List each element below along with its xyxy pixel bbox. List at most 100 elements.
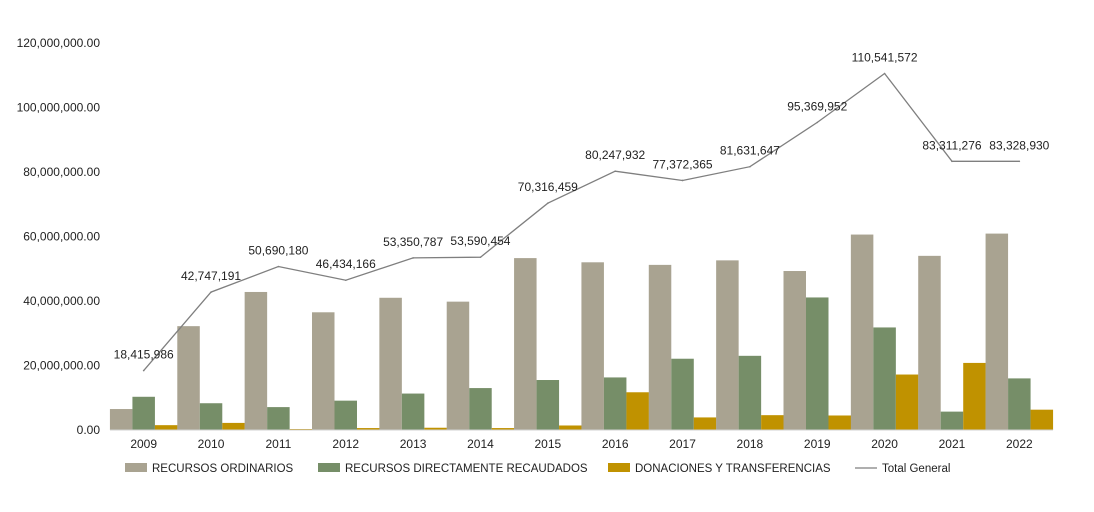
bar-recursos-directamente-recaudados-2015 [536, 380, 560, 430]
x-tick-label: 2014 [467, 437, 494, 451]
x-axis: 2009 2010 2011 2012 2013 2014 2015 2016 2017 2018… [130, 437, 1033, 451]
line-point-2018 [749, 165, 751, 168]
bar-donaciones-y-transferencias-2018 [761, 415, 784, 430]
data-label-2014: 53,590,454 [450, 234, 510, 248]
data-label-2018: 81,631,647 [720, 144, 780, 158]
bar-recursos-directamente-recaudados-2010 [199, 403, 223, 430]
line-point-2009 [142, 369, 145, 372]
line-point-2016 [614, 170, 616, 173]
data-label-2020: 110,541,572 [852, 51, 918, 65]
legend: RECURSOS ORDINARIOS RECURSOS DIRECTAMENTE… [125, 463, 950, 475]
bar-donaciones-y-transferencias-2014 [491, 428, 515, 430]
legend-label: DONACIONES Y TRANSFERENCIAS [635, 463, 831, 475]
bar-recursos-ordinarios-2022 [985, 233, 1009, 430]
data-label-2017: 77,372,365 [653, 157, 713, 171]
legend-label: RECURSOS ORDINARIOS [152, 463, 294, 475]
bar-donaciones-y-transferencias-2017 [693, 417, 717, 430]
x-tick-label: 2013 [400, 437, 427, 451]
bar-donaciones-y-transferencias-2009 [154, 425, 178, 430]
x-tick-label: 2018 [737, 437, 764, 451]
data-label-2013: 53,350,787 [383, 235, 443, 249]
data-label-2012: 46,434,166 [316, 257, 376, 271]
bar-recursos-directamente-recaudados-2019 [806, 297, 829, 430]
bar-recursos-ordinarios-2020 [850, 234, 874, 430]
data-label-2022: 83,328,930 [989, 138, 1049, 152]
x-tick-label: 2010 [198, 437, 225, 451]
line-point-2011 [277, 265, 280, 268]
x-tick-label: 2022 [1006, 437, 1033, 451]
legend-swatch [318, 463, 340, 472]
line-point-2020 [883, 72, 886, 75]
y-tick-label: 120,000,000.00 [17, 36, 101, 50]
line-total-general [143, 72, 1020, 372]
x-tick-label: 2016 [602, 437, 629, 451]
bar-recursos-directamente-recaudados-2020 [873, 327, 896, 430]
legend-label: Total General [882, 463, 950, 475]
bar-recursos-directamente-recaudados-2014 [469, 388, 492, 430]
x-tick-label: 2011 [265, 437, 291, 451]
line-point-2022 [1018, 160, 1021, 163]
line-point-2019 [816, 121, 819, 124]
line-point-2014 [479, 256, 482, 258]
legend-label: RECURSOS DIRECTAMENTE RECAUDADOS [345, 463, 588, 475]
bar-donaciones-y-transferencias-2016 [626, 392, 649, 430]
bar-recursos-ordinarios-2009 [109, 409, 133, 430]
line-series-group [142, 72, 1021, 372]
bar-recursos-directamente-recaudados-2009 [132, 396, 155, 430]
bar-donaciones-y-transferencias-2020 [895, 374, 919, 430]
x-tick-label: 2019 [804, 437, 831, 451]
bar-donaciones-y-transferencias-2012 [357, 428, 380, 430]
line-point-2012 [344, 279, 347, 282]
y-tick-label: 60,000,000.00 [23, 230, 100, 244]
legend-swatch [125, 463, 147, 472]
line-point-2015 [547, 202, 549, 205]
line-point-2010 [210, 291, 212, 293]
x-tick-label: 2017 [669, 437, 696, 451]
x-tick-label: 2021 [939, 437, 966, 451]
bar-donaciones-y-transferencias-2013 [424, 427, 447, 430]
line-point-2017 [681, 179, 684, 182]
bar-recursos-ordinarios-2016 [581, 262, 604, 430]
bar-recursos-directamente-recaudados-2017 [671, 358, 694, 430]
line-point-2013 [412, 257, 414, 259]
data-label-2016: 80,247,932 [585, 148, 645, 162]
data-label-2015: 70,316,459 [518, 180, 578, 194]
bar-donaciones-y-transferencias-2010 [222, 422, 245, 430]
data-label-2010: 42,747,191 [181, 269, 241, 283]
data-label-2019: 95,369,952 [787, 99, 847, 113]
bar-series-group [109, 233, 1054, 430]
bar-recursos-ordinarios-2017 [648, 264, 672, 430]
bar-recursos-ordinarios-2018 [716, 260, 739, 430]
bar-donaciones-y-transferencias-2019 [828, 415, 851, 430]
bar-recursos-directamente-recaudados-2011 [267, 407, 290, 430]
bar-recursos-directamente-recaudados-2012 [334, 400, 357, 430]
bar-recursos-directamente-recaudados-2021 [940, 411, 964, 430]
bar-recursos-ordinarios-2014 [446, 301, 470, 430]
x-tick-label: 2012 [332, 437, 359, 451]
bar-recursos-ordinarios-2019 [783, 271, 806, 430]
bar-donaciones-y-transferencias-2021 [963, 362, 986, 430]
data-label-2011: 50,690,180 [248, 244, 308, 258]
bar-donaciones-y-transferencias-2015 [559, 425, 582, 430]
y-tick-label: 20,000,000.00 [23, 359, 100, 373]
y-tick-label: 40,000,000.00 [23, 294, 100, 308]
data-label-2021: 83,311,276 [922, 138, 981, 152]
bar-recursos-ordinarios-2012 [312, 312, 335, 430]
bar-recursos-directamente-recaudados-2018 [738, 355, 762, 430]
x-tick-label: 2020 [871, 437, 898, 451]
bar-recursos-directamente-recaudados-2016 [603, 377, 627, 430]
y-tick-label: 80,000,000.00 [23, 165, 100, 179]
y-tick-label: 0.00 [77, 423, 101, 437]
bar-recursos-directamente-recaudados-2022 [1008, 378, 1031, 430]
x-tick-label: 2015 [534, 437, 561, 451]
bar-recursos-ordinarios-2013 [379, 297, 402, 430]
bar-recursos-ordinarios-2010 [177, 326, 200, 430]
legend-swatch [608, 463, 630, 472]
line-point-2021 [951, 160, 953, 163]
bar-recursos-ordinarios-2021 [918, 255, 941, 430]
data-label-2009: 18,415,986 [114, 348, 174, 362]
y-tick-label: 100,000,000.00 [17, 101, 101, 115]
bar-recursos-ordinarios-2011 [244, 291, 268, 430]
x-tick-label: 2009 [130, 437, 157, 451]
